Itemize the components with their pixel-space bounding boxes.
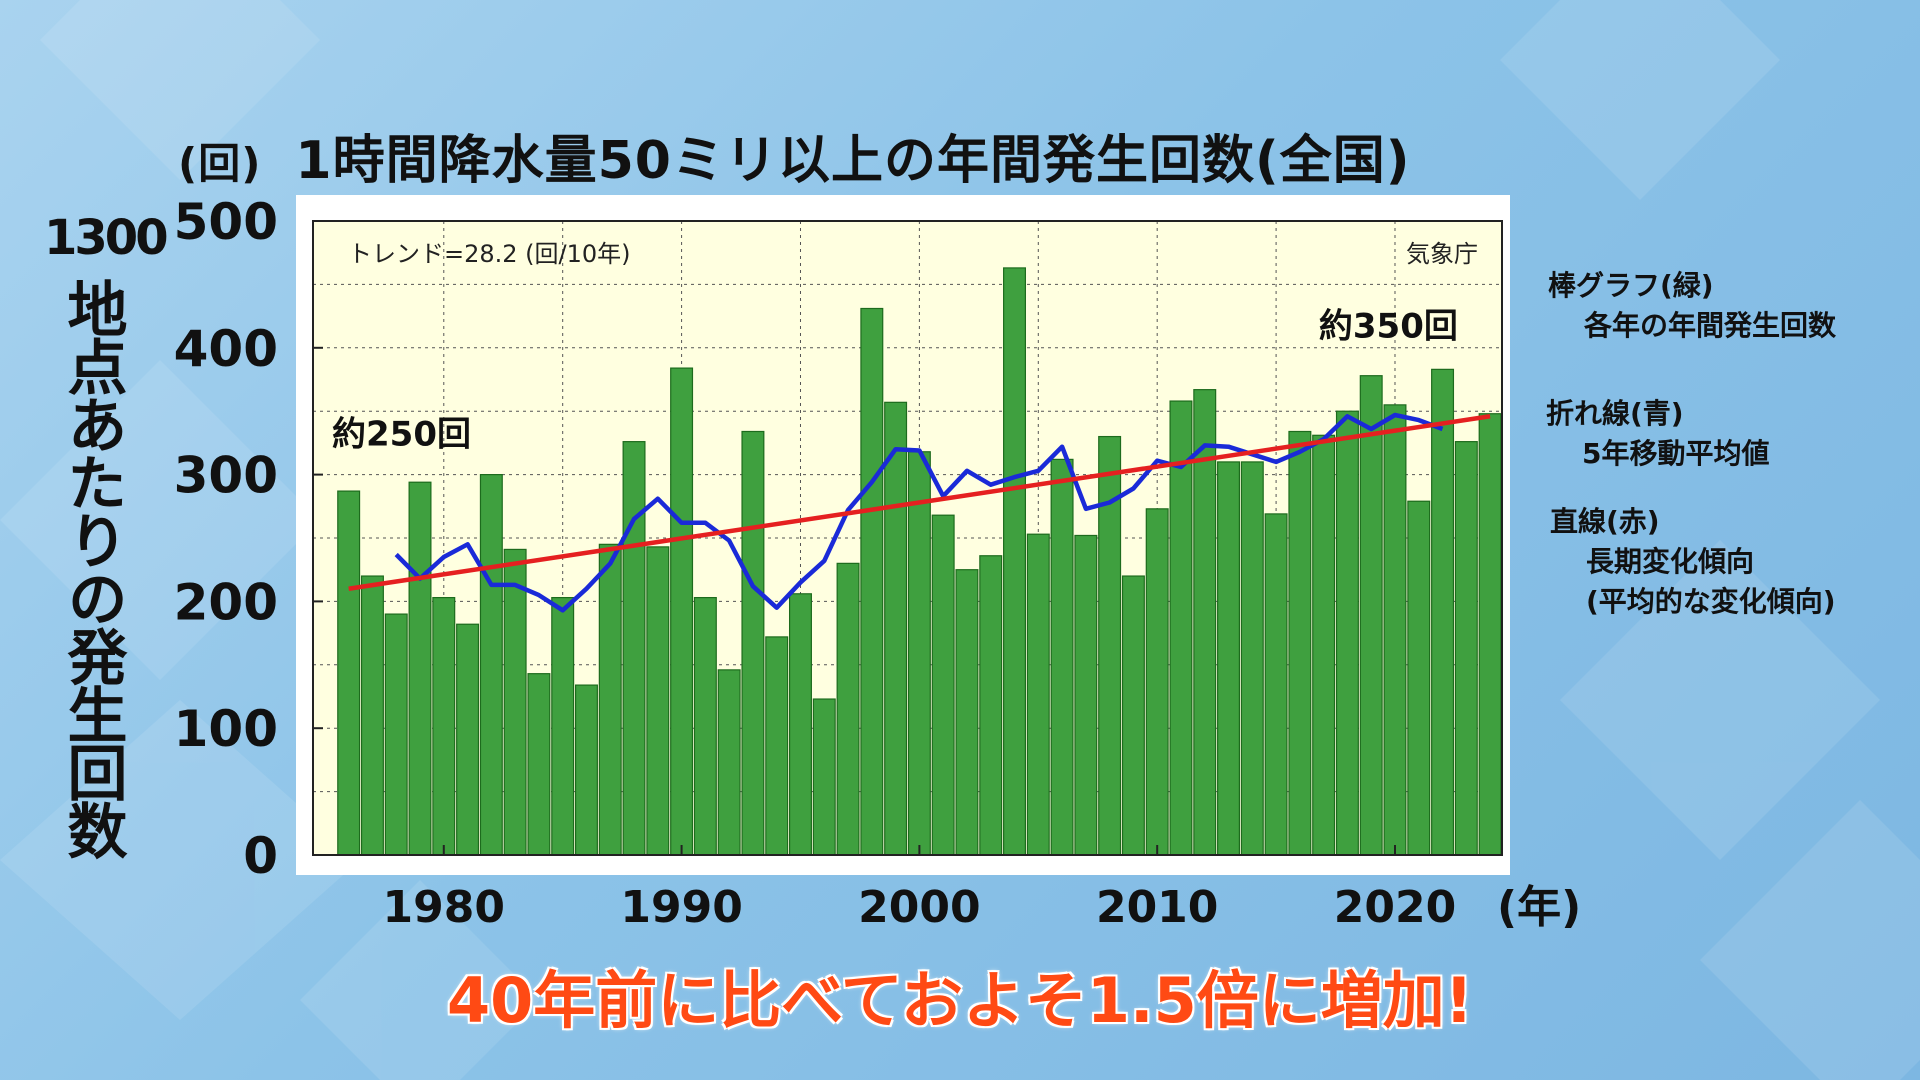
legend-trend-desc-2: (平均的な変化傾向) xyxy=(1586,585,1836,618)
legend-bars-title: 棒グラフ(緑) xyxy=(1548,269,1714,302)
bar-1980 xyxy=(432,596,456,856)
bar-1998 xyxy=(860,307,884,856)
bar-1987 xyxy=(598,543,622,856)
plot-border xyxy=(312,220,1503,856)
bar-2009 xyxy=(1121,575,1145,856)
bar-1992 xyxy=(717,669,741,856)
bar-1983 xyxy=(503,548,527,856)
y-tick-label-200: 200 xyxy=(174,573,278,631)
bars-group xyxy=(337,267,1502,856)
x-unit-label: (年) xyxy=(1497,882,1581,933)
bar-2002 xyxy=(955,569,979,856)
x-tick-label-2000: 2000 xyxy=(858,882,980,933)
bar-2023 xyxy=(1454,441,1478,856)
x-tick-label-2010: 2010 xyxy=(1096,882,1218,933)
legend-line-title: 折れ線(青) xyxy=(1546,397,1684,430)
bar-2018 xyxy=(1335,410,1359,856)
bar-2006 xyxy=(1050,458,1074,856)
bar-1988 xyxy=(622,441,646,856)
bar-2000 xyxy=(907,451,931,856)
bar-2013 xyxy=(1217,461,1241,856)
x-tick-label-1990: 1990 xyxy=(620,882,742,933)
bar-2016 xyxy=(1288,430,1312,856)
y-tick-label-100: 100 xyxy=(174,700,278,758)
bar-1982 xyxy=(479,474,503,856)
bar-1979 xyxy=(408,481,432,856)
bar-2020 xyxy=(1383,404,1407,856)
bar-1993 xyxy=(741,430,765,856)
bar-1977 xyxy=(360,575,384,856)
trend-line xyxy=(348,414,1491,591)
bar-2021 xyxy=(1407,500,1431,856)
bar-2004 xyxy=(1003,267,1026,856)
bar-1984 xyxy=(527,673,551,856)
bar-2022 xyxy=(1431,368,1455,856)
bar-1978 xyxy=(384,613,408,856)
y-unit-label: (回) xyxy=(178,139,262,188)
bar-1991 xyxy=(693,596,717,856)
bar-2024 xyxy=(1478,413,1502,856)
x-tick-label-2020: 2020 xyxy=(1334,882,1456,933)
legend-line-desc: 5年移動平均値 xyxy=(1582,437,1770,470)
bar-2019 xyxy=(1359,375,1383,856)
bar-1986 xyxy=(574,684,598,856)
bar-1997 xyxy=(836,562,860,856)
bar-1999 xyxy=(884,401,908,856)
y-tick-label-500: 500 xyxy=(174,193,278,251)
bar-1989 xyxy=(646,546,670,856)
bar-2010 xyxy=(1145,508,1169,856)
annotation-1: 約250回 xyxy=(332,414,471,454)
conclusion-text: 40年前に比べておよそ1.5倍に増加! xyxy=(446,964,1474,1037)
y-axis-label: 地点あたりの発生回数 xyxy=(57,278,127,858)
bar-2015 xyxy=(1264,513,1288,856)
legend-bars: 棒グラフ(緑) 各年の年間発生回数 xyxy=(1548,266,1836,346)
bar-1981 xyxy=(456,623,480,856)
y-tick-label-0: 0 xyxy=(243,827,278,885)
y-tick-label-300: 300 xyxy=(174,447,278,505)
bar-1976 xyxy=(337,490,361,856)
legend-trend-title: 直線(赤) xyxy=(1550,505,1660,538)
legend-trend: 直線(赤) 長期変化傾向 (平均的な変化傾向) xyxy=(1550,502,1836,622)
title-text: 1時間降水量50ミリ以上の年間発生回数(全国) xyxy=(295,131,1411,191)
source-label: 気象庁 xyxy=(1406,240,1478,268)
bar-2003 xyxy=(979,555,1003,856)
bar-1994 xyxy=(765,636,789,856)
bar-2007 xyxy=(1074,534,1098,856)
bar-1985 xyxy=(551,596,575,856)
legend-moving-average: 折れ線(青) 5年移動平均値 xyxy=(1546,394,1769,474)
bar-1995 xyxy=(788,593,812,856)
legend-trend-desc: 長期変化傾向 xyxy=(1586,545,1755,578)
bar-2005 xyxy=(1026,533,1050,856)
chart-title: (回) 1時間降水量50ミリ以上の年間発生回数(全国) xyxy=(178,118,1410,193)
moving-average-line xyxy=(394,412,1444,613)
y-axis-count-label: 1300 xyxy=(44,210,169,266)
bar-1996 xyxy=(812,698,836,856)
bar-1990 xyxy=(670,367,694,856)
x-tick-label-1980: 1980 xyxy=(383,882,505,933)
bar-2001 xyxy=(931,514,955,856)
trend-value-label: トレンド=28.2 (回/10年) xyxy=(348,240,631,268)
bar-2014 xyxy=(1240,461,1264,856)
y-tick-label-400: 400 xyxy=(174,320,278,378)
legend-bars-desc: 各年の年間発生回数 xyxy=(1584,309,1837,342)
annotation-2: 約350回 xyxy=(1319,307,1458,347)
bar-2017 xyxy=(1312,434,1336,856)
